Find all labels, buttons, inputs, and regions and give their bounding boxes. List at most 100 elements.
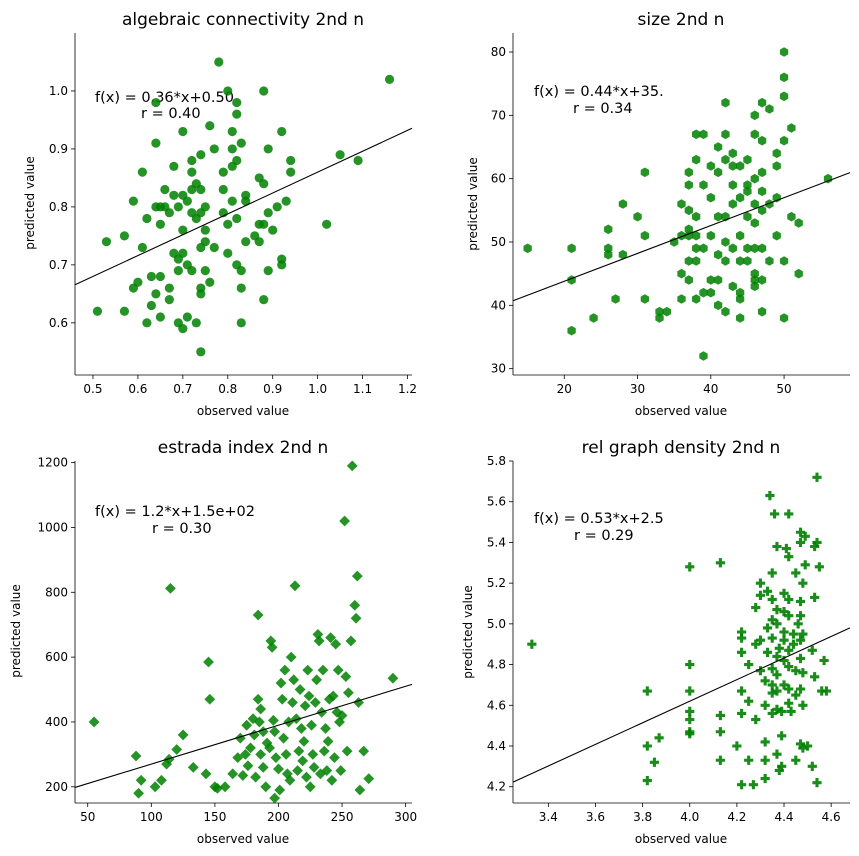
- data-point: [259, 86, 269, 96]
- data-point: [750, 173, 759, 184]
- data-point: [736, 627, 747, 637]
- data-point: [171, 744, 183, 755]
- data-point: [200, 237, 210, 247]
- data-point: [677, 230, 686, 241]
- data-point: [736, 686, 747, 696]
- data-point: [299, 700, 311, 712]
- data-point: [317, 664, 329, 676]
- data-point: [273, 763, 284, 775]
- data-point: [326, 774, 338, 786]
- regression-line: [512, 172, 851, 302]
- data-point: [677, 199, 686, 209]
- data-point: [767, 615, 777, 625]
- data-point: [255, 748, 267, 760]
- data-point: [743, 186, 752, 197]
- data-point: [270, 752, 282, 764]
- data-point: [311, 674, 323, 686]
- data-point: [164, 295, 174, 305]
- y-tick-label: 400: [45, 715, 68, 729]
- data-point: [611, 294, 620, 304]
- data-point: [350, 612, 362, 624]
- y-axis-label: predicted value: [461, 585, 475, 679]
- data-point: [699, 243, 708, 254]
- data-point: [196, 283, 206, 293]
- data-point: [196, 184, 206, 195]
- x-tick-label: 1.0: [308, 382, 327, 396]
- data-point: [209, 144, 219, 154]
- data-point: [263, 266, 273, 276]
- data-point: [363, 773, 375, 785]
- data-point: [795, 527, 806, 537]
- x-tick-label: 1.1: [353, 382, 372, 396]
- data-point: [200, 266, 210, 276]
- data-point: [642, 776, 652, 786]
- data-point: [232, 155, 242, 166]
- data-point: [793, 619, 803, 629]
- data-point: [772, 161, 781, 171]
- data-point: [670, 237, 679, 247]
- x-axis-label: observed value: [197, 404, 289, 418]
- data-point: [721, 154, 730, 165]
- data-point: [772, 670, 782, 680]
- data-point: [744, 696, 754, 706]
- data-point: [155, 271, 165, 282]
- data-point: [387, 672, 399, 684]
- data-point: [685, 706, 695, 716]
- data-point: [735, 287, 745, 298]
- data-point: [755, 666, 766, 676]
- x-tick-label: 4.2: [727, 810, 746, 824]
- data-point: [327, 690, 339, 702]
- data-point: [128, 196, 139, 206]
- x-tick-label: 20: [557, 382, 572, 396]
- data-point: [200, 225, 210, 235]
- data-point: [272, 202, 282, 212]
- regression-line: [512, 627, 851, 783]
- data-point: [242, 760, 254, 772]
- data-point: [288, 674, 300, 686]
- data-point: [692, 294, 701, 304]
- data-point: [173, 266, 183, 276]
- data-point: [307, 748, 319, 760]
- data-point: [232, 752, 244, 764]
- correlation-label: r = 0.29: [574, 528, 634, 544]
- data-point: [750, 268, 759, 279]
- fit-equation-label: f(x) = 0.36*x+0.50: [95, 90, 234, 106]
- x-tick-label: 0.8: [218, 382, 237, 396]
- data-point: [715, 558, 725, 568]
- data-point: [779, 256, 789, 266]
- data-point: [219, 781, 231, 793]
- data-point: [762, 647, 773, 657]
- data-point: [209, 242, 219, 253]
- data-point: [779, 655, 789, 666]
- data-point: [252, 693, 264, 705]
- data-point: [177, 729, 189, 741]
- data-point: [142, 318, 152, 328]
- x-tick-label: 150: [203, 810, 226, 824]
- data-point: [781, 543, 791, 554]
- data-point: [721, 129, 730, 140]
- data-point: [772, 619, 782, 629]
- data-point: [260, 781, 272, 793]
- y-tick-label: 1000: [37, 520, 68, 534]
- data-point: [713, 275, 723, 285]
- data-point: [767, 680, 777, 690]
- x-tick-label: 50: [80, 810, 95, 824]
- data-point: [767, 568, 777, 578]
- panel-title: estrada index 2nd n: [158, 438, 328, 458]
- data-point: [142, 213, 152, 224]
- data-point: [349, 599, 361, 611]
- data-point: [178, 248, 188, 258]
- data-point: [692, 129, 701, 140]
- data-point: [750, 243, 759, 254]
- data-point: [715, 710, 725, 721]
- data-point: [743, 211, 752, 222]
- data-point: [160, 184, 170, 195]
- x-tick-label: 0.7: [173, 382, 192, 396]
- data-point: [772, 541, 782, 552]
- data-point: [684, 224, 693, 235]
- x-tick-label: 3.4: [539, 810, 558, 824]
- data-point: [263, 144, 273, 154]
- data-point: [240, 748, 251, 760]
- data-point: [810, 592, 820, 602]
- data-point: [351, 570, 363, 582]
